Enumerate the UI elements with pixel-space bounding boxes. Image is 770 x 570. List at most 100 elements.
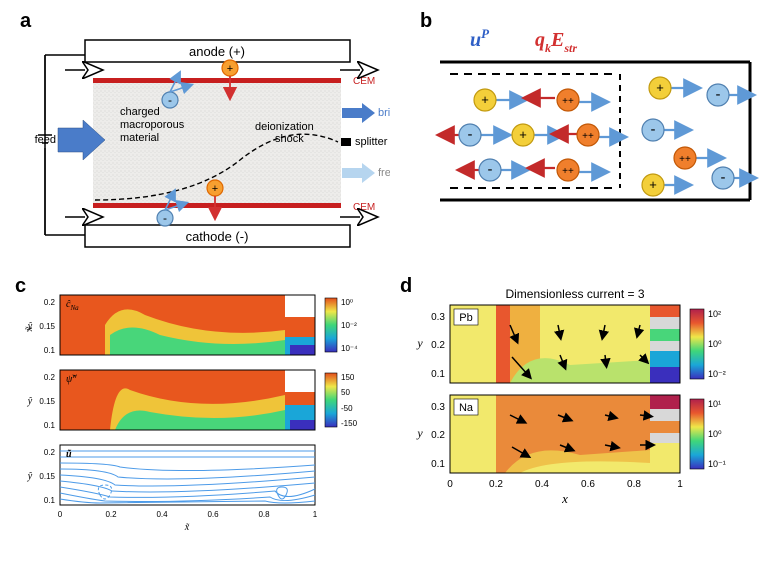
porous-label-1: charged [120, 106, 160, 118]
c-x-t1: 0.2 [105, 510, 117, 519]
svg-text:+: + [227, 63, 233, 75]
cem-label-bottom: CEM [353, 202, 375, 213]
splitter-label: splitter [355, 136, 388, 148]
d-y2-t2: 0.2 [431, 430, 445, 441]
d-cb2-t2: 10⁰ [708, 429, 722, 439]
qE-q: q [535, 29, 545, 51]
c-cb2-t2: 50 [341, 388, 350, 397]
pore-ion-yellow-2: + [512, 124, 556, 146]
brine-label: brine [378, 107, 390, 119]
c-cb2-t3: -50 [341, 404, 353, 413]
svg-text:-: - [168, 93, 172, 107]
fresh-label: fresh [378, 167, 390, 179]
d-cb2-t3: 10⁻¹ [708, 459, 726, 469]
c-x-t4: 0.8 [258, 510, 270, 519]
d-cb1-t1: 10² [708, 309, 721, 319]
svg-text:+: + [519, 127, 527, 142]
svg-text:-: - [488, 161, 493, 178]
c-y1-t1: 0.1 [44, 346, 56, 355]
svg-text:++: ++ [562, 96, 574, 107]
outlet-ion-orange-1: ++ [674, 147, 716, 169]
svg-text:ŷ: ŷ [27, 471, 33, 482]
panel-a-label: a [20, 10, 31, 33]
svg-text:++: ++ [562, 166, 574, 177]
d-x-t2: 0.4 [535, 479, 549, 490]
panel-b-svg: uP qkEstr + ++ [420, 10, 760, 240]
svg-text:-: - [468, 126, 473, 143]
d-x-t3: 0.6 [581, 479, 595, 490]
porous-label-3: material [120, 132, 159, 144]
svg-text:ũ: ũ [66, 449, 72, 460]
pore-ion-yellow-1: + [474, 89, 518, 111]
pore-ion-orange-1: ++ [532, 89, 600, 111]
uP-sup: P [481, 26, 490, 41]
svg-text:+: + [656, 80, 664, 95]
panel-d: d Dimensionless current = 3 [400, 280, 765, 565]
svg-text:-: - [163, 211, 167, 225]
d-cb2-t1: 10¹ [708, 399, 721, 409]
svg-text:++: ++ [582, 131, 594, 142]
panel-a: a anode (+) [20, 10, 390, 260]
outlet-ion-yellow-1: + [649, 77, 692, 99]
c-cb1-t1: 10⁰ [341, 298, 353, 307]
c-x-t5: 1 [313, 510, 318, 519]
cathode-label: cathode (-) [186, 229, 249, 244]
panel-b-label: b [420, 10, 432, 33]
d-x-t1: 0.2 [489, 479, 503, 490]
svg-text:+: + [212, 183, 218, 195]
svg-text:ŷ: ŷ [27, 396, 33, 407]
qE-E: E [550, 29, 564, 51]
d-y1-t3: 0.3 [431, 312, 445, 323]
outlet-ion-yellow-2: + [642, 174, 683, 196]
d-x-t5: 1 [677, 479, 683, 490]
d-y1-label: y [416, 336, 423, 350]
panel-d-label: d [400, 275, 412, 298]
panel-d-svg: Dimensionless current = 3 [400, 280, 765, 565]
panel-c-label: c [15, 275, 26, 298]
svg-text:uP: uP [470, 26, 490, 51]
svg-text:-: - [721, 169, 726, 186]
pore-ion-orange-2: ++ [560, 124, 618, 146]
svg-text:-: - [716, 86, 721, 103]
c-x-t3: 0.6 [207, 510, 219, 519]
c-y3-t2: 0.15 [39, 472, 55, 481]
d-sub1-label: Pb [459, 312, 472, 324]
c-y1-t2: 0.15 [39, 322, 55, 331]
shock-label-1: deionization [255, 121, 314, 133]
d-y2-t3: 0.3 [431, 402, 445, 413]
d-x-t0: 0 [447, 479, 453, 490]
panel-b: b uP qkEstr [420, 10, 760, 240]
d-cb1-t2: 10⁰ [708, 339, 722, 349]
c-cb1-t2: 10⁻² [341, 321, 357, 330]
c-y2-t2: 0.15 [39, 397, 55, 406]
d-cb1-t3: 10⁻² [708, 369, 726, 379]
outlet-ion-neg-3: - [712, 167, 748, 189]
svg-text:x̃: x̃ [184, 522, 190, 533]
svg-text:ŷ: ŷ [27, 321, 33, 332]
c-y2-t3: 0.2 [44, 373, 56, 382]
d-y1-t1: 0.1 [431, 369, 445, 380]
c-cb2-t4: -150 [341, 419, 358, 428]
qE-str: str [563, 41, 577, 55]
feed-label: feed [35, 134, 56, 146]
svg-text:qkEstr: qkEstr [535, 29, 577, 55]
c-y3-t1: 0.1 [44, 496, 56, 505]
outlet-ion-neg-1: - [707, 84, 746, 106]
outlet-ion-neg-2: - [642, 119, 683, 141]
d-y2-label: y [416, 426, 423, 440]
c-y1-t3: 0.2 [44, 298, 56, 307]
shock-label-2: shock [275, 133, 304, 145]
c-cb1-t3: 10⁻⁴ [341, 344, 358, 353]
anode-label: anode (+) [189, 44, 245, 59]
panel-c-svg: 0.2 0.15 0.1 x̃ ŷ ĉNa 10⁰ 10⁻² 10⁻⁴ 0.2 [15, 280, 395, 565]
svg-text:-: - [651, 121, 656, 138]
c-cb2-t1: 150 [341, 373, 355, 382]
c-x-t0: 0 [58, 510, 63, 519]
pore-ion-neg-2: - [466, 159, 520, 181]
svg-text:+: + [481, 92, 489, 107]
cem-label-top: CEM [353, 76, 375, 87]
d-y2-t1: 0.1 [431, 459, 445, 470]
d-x-t4: 0.8 [627, 479, 641, 490]
c-y2-t1: 0.1 [44, 421, 56, 430]
d-sub2-label: Na [459, 402, 474, 414]
